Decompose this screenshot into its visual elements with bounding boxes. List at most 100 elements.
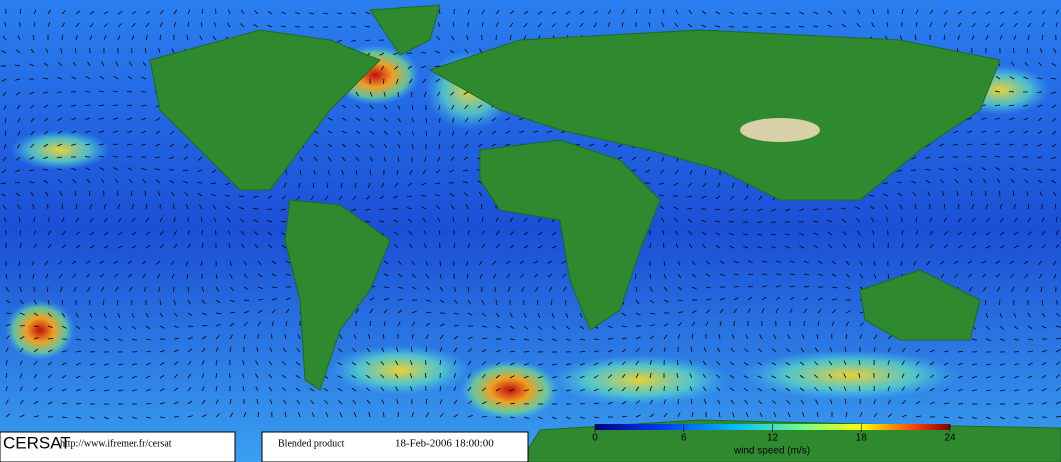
wind-arrow — [1027, 416, 1033, 419]
wind-arrow — [425, 311, 431, 314]
wind-arrow — [841, 23, 847, 28]
wind-arrow — [1051, 156, 1057, 160]
wind-arrow — [411, 130, 415, 136]
wind-arrow — [32, 204, 35, 210]
wind-arrow — [745, 412, 749, 418]
wind-arrow — [871, 217, 875, 223]
wind-arrow — [660, 169, 665, 174]
wind-arrow — [61, 350, 67, 353]
wind-arrow — [523, 22, 528, 28]
wind-arrow — [383, 104, 388, 110]
wind-arrow — [117, 23, 122, 28]
wind-arrow — [438, 230, 441, 236]
wind-arrow — [173, 401, 179, 405]
wind-arrow — [957, 22, 962, 28]
wind-arrow — [491, 117, 497, 122]
wind-arrow — [817, 260, 823, 264]
wind-arrow — [243, 299, 250, 301]
wind-arrow — [969, 286, 973, 292]
wind-arrow — [466, 273, 469, 279]
wind-arrow — [565, 325, 570, 330]
wind-arrow — [424, 243, 427, 249]
wind-arrow — [43, 62, 49, 67]
wind-arrow — [145, 416, 151, 419]
wind-arrow — [705, 309, 711, 314]
wind-arrow — [102, 299, 105, 306]
wind-arrow — [509, 217, 513, 223]
wind-arrow — [607, 361, 613, 366]
wind-arrow — [1036, 91, 1043, 93]
wind-arrow — [409, 373, 413, 379]
wind-arrow — [89, 325, 95, 330]
wind-arrow — [551, 363, 557, 366]
wind-arrow — [858, 373, 861, 379]
wind-arrow — [19, 229, 22, 236]
wind-arrow — [533, 130, 539, 133]
wind-arrow — [719, 273, 725, 277]
wind-arrow — [537, 217, 542, 223]
wind-arrow — [439, 323, 445, 327]
wind-arrow — [117, 376, 123, 379]
wind-arrow — [872, 243, 875, 249]
wind-arrow — [537, 231, 543, 236]
wind-arrow — [1026, 48, 1029, 54]
wind-arrow — [397, 321, 401, 327]
wind-arrow — [635, 414, 641, 418]
wind-arrow — [901, 386, 905, 392]
wind-arrow — [215, 399, 219, 405]
wind-arrow — [771, 375, 777, 379]
wind-arrow — [5, 413, 11, 418]
wind-arrow — [743, 233, 749, 236]
wind-arrow — [145, 35, 148, 41]
wind-arrow — [1055, 387, 1061, 392]
wind-arrow — [1055, 9, 1059, 15]
wind-arrow — [1, 169, 7, 174]
wind-arrow — [47, 361, 53, 366]
wind-arrow — [19, 400, 24, 405]
wind-arrow — [17, 117, 21, 123]
wind-arrow — [1023, 104, 1029, 107]
wind-arrow — [702, 244, 707, 249]
wind-arrow — [971, 416, 977, 420]
wind-arrow — [436, 91, 441, 97]
wind-arrow — [425, 346, 427, 353]
wind-arrow — [1055, 325, 1061, 328]
wind-arrow — [99, 167, 105, 171]
wind-arrow — [103, 312, 107, 318]
wind-arrow — [971, 363, 977, 366]
wind-arrow — [1009, 117, 1015, 121]
wind-arrow — [954, 178, 959, 184]
wind-arrow — [337, 12, 343, 15]
wind-patch — [10, 130, 110, 170]
wind-arrow — [215, 323, 221, 327]
wind-arrow — [1027, 388, 1033, 392]
wind-arrow — [649, 273, 652, 280]
wind-arrow — [453, 324, 459, 327]
wind-arrow — [171, 48, 175, 54]
wind-arrow — [243, 322, 248, 327]
wind-arrow — [675, 230, 679, 236]
wind-arrow — [607, 374, 613, 379]
wind-arrow — [241, 373, 245, 379]
wind-arrow — [729, 233, 735, 236]
wind-arrow — [5, 386, 8, 392]
wind-arrow — [1, 78, 7, 82]
wind-arrow — [186, 204, 189, 210]
wind-arrow — [411, 260, 416, 266]
wind-arrow — [565, 389, 571, 392]
wind-arrow — [281, 195, 287, 200]
wind-arrow — [845, 260, 850, 266]
wind-arrow — [565, 338, 571, 341]
wind-arrow — [758, 400, 763, 405]
wind-arrow — [523, 389, 529, 392]
wind-arrow — [452, 130, 455, 136]
wind-arrow — [61, 416, 68, 418]
wind-arrow — [747, 285, 753, 288]
wind-arrow — [173, 299, 176, 305]
wind-arrow — [281, 11, 287, 15]
wind-arrow — [243, 286, 249, 290]
wind-arrow — [705, 298, 711, 301]
wind-arrow — [355, 143, 361, 148]
wind-arrow — [1037, 168, 1043, 171]
wind-arrow — [551, 389, 557, 392]
